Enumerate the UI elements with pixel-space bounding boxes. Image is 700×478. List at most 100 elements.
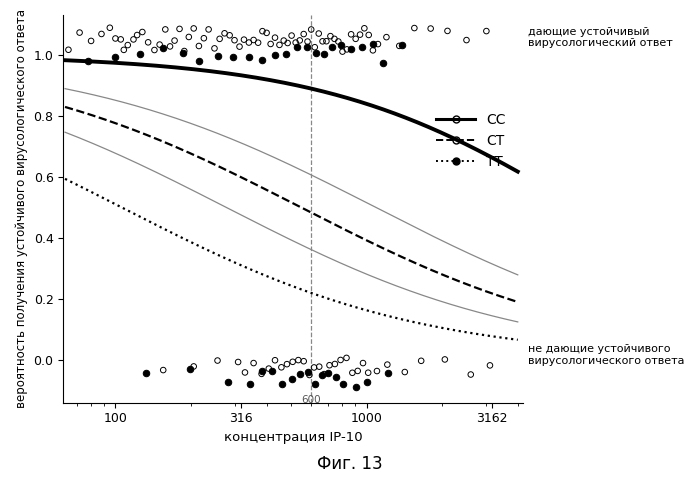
- Point: [484, 361, 496, 369]
- Point: [309, 43, 321, 51]
- Point: [382, 369, 393, 376]
- Point: [256, 370, 267, 378]
- Point: [257, 27, 268, 35]
- Point: [425, 25, 436, 33]
- Point: [244, 39, 255, 46]
- Point: [198, 34, 209, 42]
- Point: [399, 368, 410, 376]
- Point: [330, 373, 342, 381]
- Point: [321, 37, 332, 45]
- Point: [110, 34, 121, 42]
- Point: [136, 28, 148, 36]
- Point: [160, 26, 171, 33]
- Point: [332, 38, 344, 45]
- Point: [350, 35, 361, 43]
- Point: [276, 363, 287, 371]
- Point: [234, 43, 245, 51]
- Point: [232, 358, 244, 366]
- Point: [184, 366, 195, 373]
- Point: [83, 57, 94, 65]
- Point: [177, 50, 188, 57]
- Text: дающие устойчивый
вирусологический ответ: дающие устойчивый вирусологический ответ: [528, 27, 673, 48]
- Point: [362, 379, 373, 386]
- Point: [212, 357, 223, 364]
- Point: [244, 54, 255, 61]
- Point: [223, 379, 234, 386]
- Legend: CC, CT, TT: CC, CT, TT: [431, 107, 512, 174]
- Point: [352, 367, 363, 375]
- Point: [293, 356, 304, 364]
- Point: [337, 48, 348, 55]
- Point: [128, 35, 139, 43]
- Point: [416, 357, 427, 365]
- Point: [203, 26, 214, 33]
- Point: [316, 371, 328, 379]
- Point: [302, 38, 313, 45]
- Point: [239, 369, 251, 376]
- Point: [214, 35, 225, 43]
- Point: [329, 360, 340, 368]
- Point: [298, 358, 309, 365]
- Point: [281, 360, 293, 368]
- Point: [368, 40, 379, 48]
- Point: [158, 44, 169, 52]
- Point: [377, 59, 388, 67]
- Point: [346, 31, 357, 38]
- Point: [282, 39, 293, 47]
- Point: [174, 25, 185, 33]
- Point: [313, 30, 324, 37]
- Point: [132, 31, 143, 39]
- Point: [310, 49, 321, 56]
- Point: [219, 30, 230, 37]
- Point: [363, 369, 374, 377]
- Point: [169, 37, 180, 44]
- Point: [158, 366, 169, 374]
- Point: [318, 50, 330, 58]
- Point: [164, 43, 176, 50]
- Point: [337, 380, 349, 388]
- Point: [188, 24, 199, 32]
- Point: [358, 359, 369, 367]
- Point: [154, 41, 165, 48]
- Point: [324, 361, 335, 369]
- Point: [270, 357, 281, 364]
- Point: [363, 31, 374, 39]
- Point: [115, 35, 126, 43]
- Point: [381, 33, 392, 41]
- Point: [335, 356, 346, 364]
- Point: [274, 41, 285, 49]
- Point: [294, 37, 305, 44]
- Point: [351, 383, 362, 391]
- Point: [298, 30, 309, 38]
- Point: [143, 39, 154, 46]
- Point: [188, 363, 199, 370]
- Point: [229, 36, 240, 44]
- Point: [267, 367, 278, 375]
- Point: [193, 42, 204, 50]
- Point: [309, 364, 320, 371]
- Point: [248, 36, 259, 44]
- Point: [140, 369, 151, 377]
- Point: [270, 34, 281, 42]
- Point: [368, 46, 379, 54]
- Point: [257, 368, 268, 375]
- Point: [335, 41, 346, 49]
- Point: [245, 380, 256, 388]
- Point: [314, 363, 325, 370]
- Point: [193, 57, 204, 65]
- Y-axis label: вероятность получения устойчивого вирусологического ответа: вероятность получения устойчивого вирусо…: [15, 9, 28, 408]
- Point: [269, 51, 280, 59]
- Point: [286, 32, 297, 39]
- Point: [372, 40, 384, 48]
- Point: [346, 369, 358, 377]
- Point: [278, 37, 289, 44]
- Point: [317, 37, 328, 45]
- Point: [356, 43, 368, 51]
- Point: [122, 41, 134, 49]
- Point: [323, 369, 334, 376]
- Text: 600: 600: [301, 395, 321, 405]
- Point: [439, 356, 450, 363]
- Point: [396, 41, 407, 49]
- Point: [409, 24, 420, 32]
- Text: Фиг. 13: Фиг. 13: [317, 455, 383, 473]
